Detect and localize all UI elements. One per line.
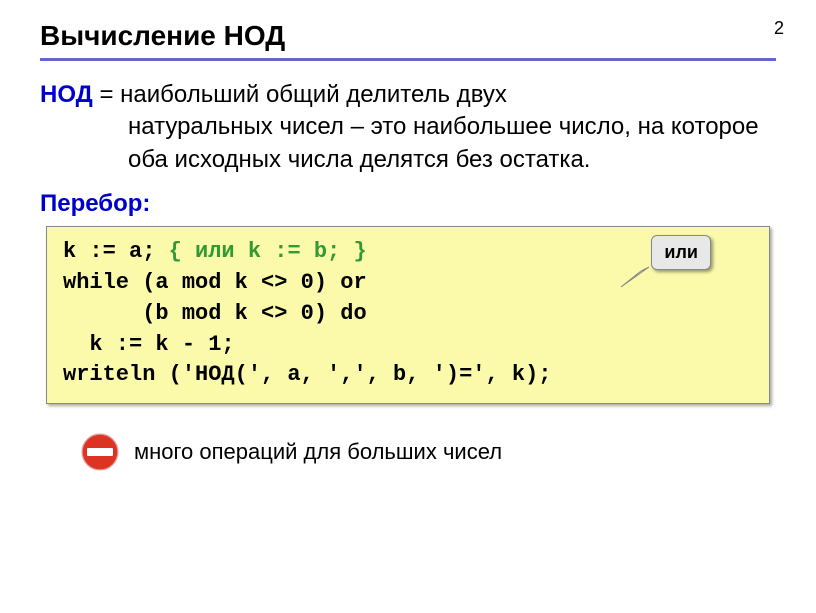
code-comment: { или k := b; } xyxy=(155,239,366,264)
page-number: 2 xyxy=(774,18,784,39)
code-line-4: k := k - 1; xyxy=(63,330,753,361)
section-label: Перебор: xyxy=(40,190,776,218)
definition-block: НОД = наибольший общий делитель двух нат… xyxy=(40,79,776,176)
code-line-2: while (a mod k <> 0) or xyxy=(63,268,753,299)
definition-term: НОД xyxy=(40,81,93,108)
code-line-3: (b mod k <> 0) do xyxy=(63,299,753,330)
note-row: много операций для больших чисел xyxy=(40,432,776,472)
no-entry-icon xyxy=(80,432,120,472)
code-block: k := a; { или k := b; } while (a mod k <… xyxy=(46,226,770,404)
code-text: k := a; xyxy=(63,239,155,264)
code-line-5: writeln ('НОД(', a, ',', b, ')=', k); xyxy=(63,360,753,391)
definition-text-2: натуральных чисел – это наибольшее число… xyxy=(40,111,776,176)
slide-title: Вычисление НОД xyxy=(40,20,776,61)
definition-text-1: = наибольший общий делитель двух xyxy=(93,81,507,108)
code-line-1: k := a; { или k := b; } xyxy=(63,237,753,268)
callout-bubble: или xyxy=(651,235,711,270)
note-text: много операций для больших чисел xyxy=(134,439,502,465)
